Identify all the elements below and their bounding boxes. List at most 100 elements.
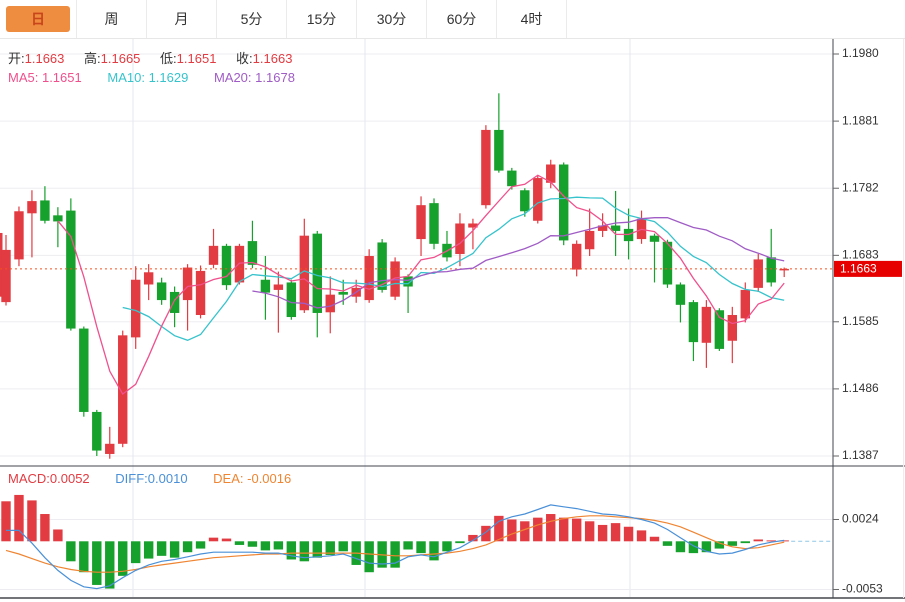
candle-body xyxy=(118,335,128,444)
macd-hist-bar xyxy=(520,521,530,542)
macd-hist-bar xyxy=(364,541,374,573)
ma20-label: MA20: xyxy=(213,70,252,85)
macd-hist-bar xyxy=(105,541,115,589)
candle-wick xyxy=(31,190,33,258)
close-label: 收: xyxy=(236,51,253,66)
diff-label: DIFF: xyxy=(115,471,148,486)
macd-hist-bar xyxy=(753,539,763,542)
candle-wick xyxy=(277,271,279,333)
macd-hist-bar xyxy=(208,537,219,542)
candle-body xyxy=(131,279,141,338)
macd-hist-bar xyxy=(533,517,543,542)
close-value: 1.1663 xyxy=(252,51,293,66)
candle-body xyxy=(27,201,37,214)
candle-body xyxy=(571,243,582,270)
candle-body xyxy=(92,411,102,451)
ma5-label: MA5: xyxy=(8,70,39,85)
macd-hist-bar xyxy=(53,529,63,542)
candle-body xyxy=(325,294,335,313)
macd-hist-bar xyxy=(766,540,776,542)
candle-body xyxy=(338,291,348,295)
current-price-tag-text: 1.1663 xyxy=(840,262,877,276)
candle-body xyxy=(143,272,154,285)
candle-body xyxy=(105,443,115,454)
macd-label: MACD: xyxy=(8,471,50,486)
tab-day[interactable]: 日 xyxy=(0,0,77,38)
candle-wick xyxy=(407,274,409,313)
macd-hist-bar xyxy=(260,541,271,551)
candle-body xyxy=(662,241,673,285)
tab-60min[interactable]: 60分 xyxy=(427,0,497,38)
candle-body xyxy=(740,289,750,319)
candle-body xyxy=(675,284,686,305)
macd-hist-bar xyxy=(79,541,89,573)
macd-hist-bar xyxy=(546,514,556,542)
macd-hist-bar xyxy=(494,515,504,542)
price-axis-tick: 1.1881 xyxy=(842,113,879,127)
tab-15min[interactable]: 15分 xyxy=(287,0,357,38)
macd-hist-bar xyxy=(455,541,465,544)
candle-body xyxy=(701,306,712,343)
tab-month[interactable]: 月 xyxy=(147,0,217,38)
candle-body xyxy=(559,164,569,241)
macd-hist-bar xyxy=(727,541,738,546)
low-value: 1.1651 xyxy=(176,51,217,66)
timeframe-tabbar: 日 周 月 5分 15分 30分 60分 4时 xyxy=(0,0,905,39)
macd-value: 0.0052 xyxy=(49,471,90,486)
candle-body xyxy=(520,190,530,212)
tab-week[interactable]: 周 xyxy=(77,0,147,38)
macd-hist-bar xyxy=(221,538,232,542)
macd-hist-bar xyxy=(14,494,24,542)
macd-hist-bar xyxy=(714,541,725,549)
macd-hist-bar xyxy=(169,541,180,558)
macd-hist-bar xyxy=(571,518,582,542)
candle-body xyxy=(546,164,556,183)
candle-body xyxy=(597,225,608,231)
candle-body xyxy=(507,170,517,187)
macd-hist-bar xyxy=(27,500,37,542)
candle-body xyxy=(584,230,595,250)
candle-wick xyxy=(57,207,59,248)
macd-axis-tick: -0.0053 xyxy=(842,582,883,596)
ma5-value: 1.1651 xyxy=(41,70,82,85)
macd-hist-bar xyxy=(40,514,50,542)
dea-line xyxy=(5,515,785,573)
macd-hist-bar xyxy=(623,526,634,542)
macd-hist-bar xyxy=(182,541,193,553)
macd-hist-bar xyxy=(286,541,297,560)
tab-4hour[interactable]: 4时 xyxy=(497,0,567,38)
candle-body xyxy=(533,178,543,221)
ma5-line xyxy=(57,174,785,395)
macd-hist-bar xyxy=(649,536,660,542)
macd-hist-bar xyxy=(429,541,439,561)
tab-30min[interactable]: 30分 xyxy=(357,0,427,38)
current-price-tag xyxy=(834,260,902,277)
ma10-line xyxy=(122,196,785,341)
candle-wick xyxy=(653,233,656,283)
candle-body xyxy=(156,282,167,301)
candle-body xyxy=(377,242,387,290)
candle-body xyxy=(182,267,193,301)
candle-body xyxy=(364,256,374,301)
high-value: 1.1665 xyxy=(100,51,141,66)
macd-hist-bar xyxy=(338,541,348,552)
ma10-value: 1.1629 xyxy=(148,70,189,85)
candle-body xyxy=(286,282,297,318)
dea-label: DEA: xyxy=(213,471,244,486)
ma20-value: 1.1678 xyxy=(255,70,295,85)
candle-body xyxy=(169,291,180,313)
candle-body xyxy=(779,268,789,271)
macd-hist-bar xyxy=(156,541,167,556)
candle-body xyxy=(494,129,504,171)
diff-line xyxy=(6,504,785,590)
candle-body xyxy=(429,203,439,244)
macd-hist-bar xyxy=(92,541,102,585)
price-axis-tick: 1.1585 xyxy=(842,314,879,328)
macd-hist-bar xyxy=(597,524,608,542)
candle-body xyxy=(416,205,426,240)
candle-body xyxy=(247,241,258,265)
tab-5min[interactable]: 5分 xyxy=(217,0,287,38)
